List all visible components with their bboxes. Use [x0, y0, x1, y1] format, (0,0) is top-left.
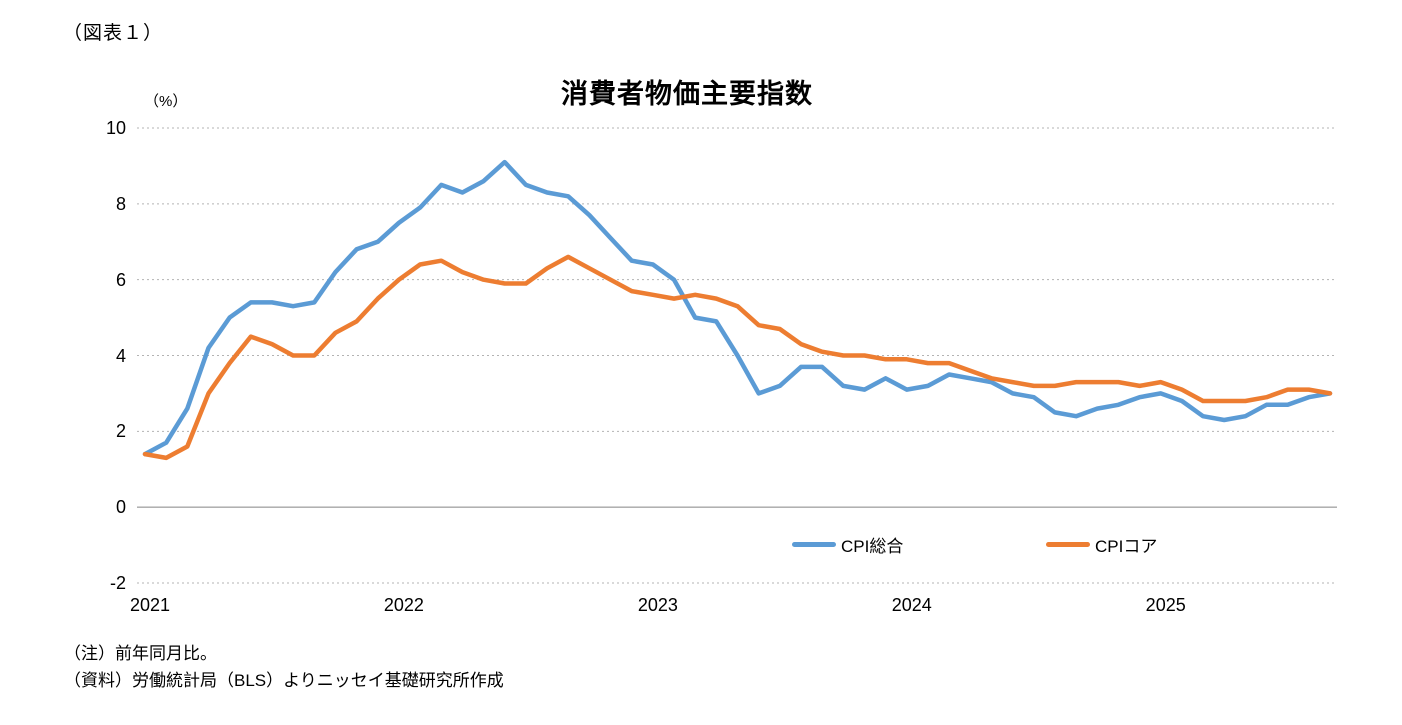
- y-tick-label: 4: [115, 345, 126, 366]
- footnotes: （注）前年同月比。 （資料）労働統計局（BLS）よりニッセイ基礎研究所作成: [64, 640, 504, 694]
- legend-item-cpi-core: CPIコア: [1046, 532, 1157, 557]
- y-tick-label: -2: [109, 573, 126, 594]
- x-tick-label: 2021: [129, 595, 171, 615]
- y-tick-label: 6: [115, 269, 126, 290]
- footnote-source: （資料）労働統計局（BLS）よりニッセイ基礎研究所作成: [64, 671, 504, 690]
- chart-title: 消費者物価主要指数: [561, 79, 813, 109]
- y-axis-unit-label: （%）: [144, 93, 188, 110]
- x-tick-label: 2024: [891, 595, 932, 615]
- y-tick-label: 10: [105, 118, 126, 138]
- y-tick-label: 0: [115, 497, 126, 518]
- footnote-note: （注）前年同月比。: [64, 644, 217, 663]
- legend-label-cpi-total: CPI総合: [841, 537, 904, 556]
- figure-label: （図表１）: [63, 23, 164, 44]
- y-tick-label: 8: [115, 193, 126, 214]
- y-tick-label: 2: [115, 421, 126, 442]
- series-line-cpi-core: [142, 254, 1333, 461]
- x-tick-label: 2025: [1145, 595, 1186, 615]
- legend-line-swatch-cpi-core: [1046, 542, 1090, 547]
- legend-item-cpi-total: CPI総合: [792, 532, 903, 557]
- legend-line-swatch-cpi-total: [792, 542, 836, 547]
- series-line-cpi-total: [142, 159, 1333, 457]
- x-tick-label: 2022: [383, 595, 424, 615]
- x-tick-label: 2023: [637, 595, 678, 615]
- legend-label-cpi-core: CPIコア: [1095, 537, 1158, 556]
